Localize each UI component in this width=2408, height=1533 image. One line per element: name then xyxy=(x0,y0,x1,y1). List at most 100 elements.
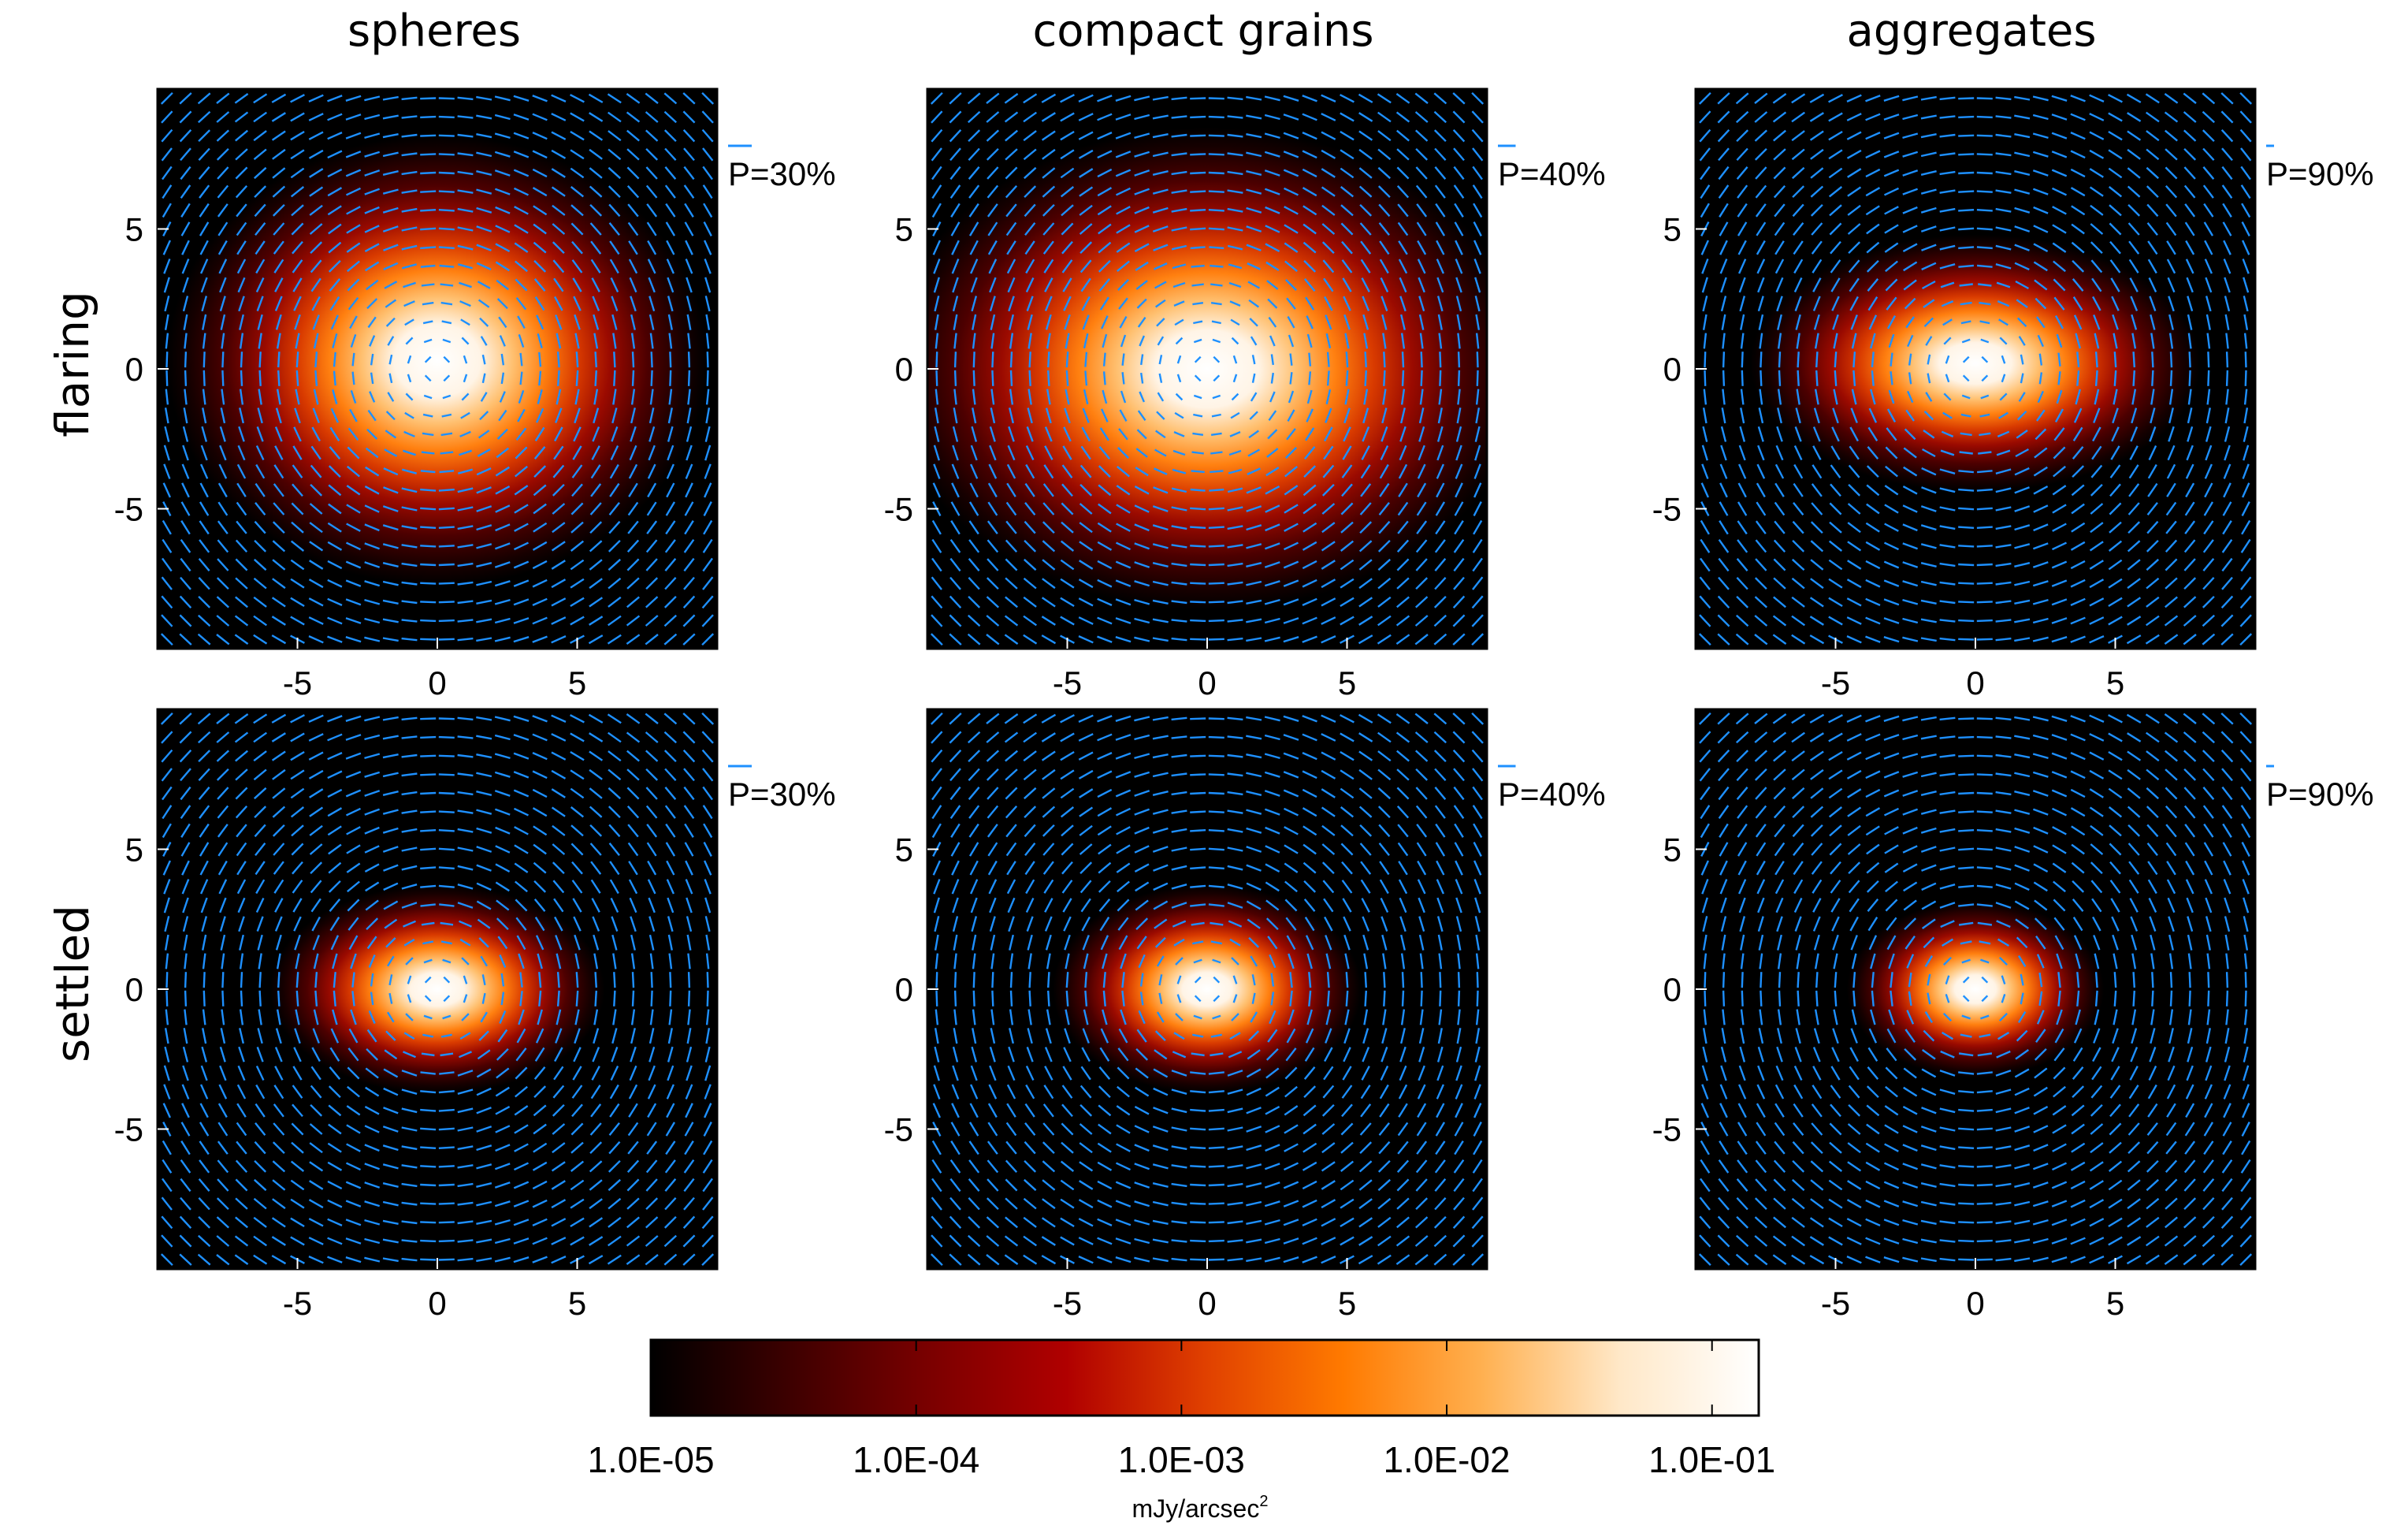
polarization-vector xyxy=(1078,131,1094,140)
polarization-vector xyxy=(590,259,601,273)
polarization-vector xyxy=(2014,524,2031,531)
polarization-vector xyxy=(1267,429,1278,440)
polarization-vector xyxy=(180,557,191,572)
polarization-vector xyxy=(1265,467,1280,477)
polarization-vector xyxy=(401,1107,418,1114)
polarization-vector xyxy=(1062,277,1072,292)
polarization-vector xyxy=(179,595,192,609)
polarization-vector xyxy=(1269,954,1276,969)
polarization-vector xyxy=(532,560,548,570)
polarization-vector xyxy=(1756,860,1766,876)
polarization-vector xyxy=(290,750,305,761)
polarization-vector xyxy=(1303,278,1316,292)
polarization-scale-label: P=40% xyxy=(1498,155,1606,192)
polarization-vector xyxy=(647,463,656,479)
polarization-vector xyxy=(968,539,980,553)
polarization-vector xyxy=(1717,595,1730,609)
polarization-vector xyxy=(2057,352,2061,367)
polarization-vector xyxy=(1810,806,1824,818)
polarization-vector xyxy=(1828,112,1843,122)
polarization-vector xyxy=(1414,750,1429,762)
polarization-vector xyxy=(1340,714,1354,724)
polarization-vector xyxy=(161,1234,173,1248)
polarization-vector xyxy=(1325,407,1332,423)
polarization-vector xyxy=(515,278,528,292)
polarization-vector xyxy=(613,990,616,1006)
polarization-vector xyxy=(201,426,208,442)
polarization-vector xyxy=(1791,787,1805,800)
polarization-vector xyxy=(424,355,432,363)
polarization-vector xyxy=(1158,974,1163,986)
polarization-vector xyxy=(386,1011,395,1023)
polarization-vector xyxy=(1063,296,1072,311)
polarization-vector xyxy=(163,1065,170,1081)
polarization-vector xyxy=(1152,1200,1169,1207)
polarization-vector xyxy=(1453,184,1465,199)
polarization-vector xyxy=(532,1180,548,1190)
polarization-vector xyxy=(1902,734,1919,741)
polarization-vector xyxy=(1028,972,1031,988)
polarization-vector xyxy=(533,259,547,273)
polarization-vector xyxy=(952,897,959,913)
polarization-vector xyxy=(1269,391,1276,403)
polarization-vector xyxy=(1902,1219,1919,1226)
polarization-vector xyxy=(1079,1142,1093,1154)
polarization-vector xyxy=(160,91,173,105)
polarization-vector xyxy=(570,750,585,761)
polarization-vector xyxy=(2164,634,2179,645)
polarization-vector xyxy=(347,446,360,460)
polarization-vector xyxy=(163,897,170,913)
polarization-vector xyxy=(683,557,695,572)
polarization-vector xyxy=(969,1103,979,1118)
polarization-vector xyxy=(217,860,228,876)
polarization-vector xyxy=(1904,1029,1916,1043)
polarization-vector xyxy=(1152,562,1169,567)
polarization-vector xyxy=(1098,259,1111,273)
polarization-vector xyxy=(1079,168,1094,178)
polarization-vector xyxy=(1247,918,1261,929)
polarization-vector xyxy=(1717,110,1730,124)
polarization-vector xyxy=(333,972,336,988)
polarization-vector xyxy=(1249,411,1258,420)
polarization-vector xyxy=(1321,522,1336,534)
polarization-vector xyxy=(2108,94,2123,103)
polarization-vector xyxy=(1342,1066,1352,1081)
polarization-vector xyxy=(1849,445,1860,460)
polarization-vector xyxy=(667,897,674,913)
polarization-vector xyxy=(420,717,437,720)
polarization-vector xyxy=(1158,373,1163,383)
polarization-vector xyxy=(1395,111,1410,123)
polarization-vector xyxy=(1321,1237,1336,1245)
polarization-vector xyxy=(519,972,523,988)
polarization-vector xyxy=(1341,861,1353,875)
polarization-vector xyxy=(2202,614,2216,627)
polarization-vector xyxy=(1134,523,1150,532)
polarization-vector xyxy=(1794,296,1802,312)
polarization-vector xyxy=(2070,168,2086,178)
polarization-vector xyxy=(629,445,637,461)
polarization-vector xyxy=(332,1009,338,1025)
polarization-vector xyxy=(1325,314,1332,330)
polarization-vector xyxy=(645,129,659,142)
polarization-vector xyxy=(1927,354,1931,365)
polarization-vector xyxy=(513,715,530,722)
polarization-vector xyxy=(345,579,362,587)
polarization-vector xyxy=(609,240,620,255)
polarization-vector xyxy=(1475,314,1481,330)
polarization-vector xyxy=(1269,1010,1276,1025)
polarization-vector xyxy=(238,1046,245,1062)
polarization-vector xyxy=(986,1216,1000,1229)
polarization-vector xyxy=(1920,827,1937,834)
polarization-vector xyxy=(1719,463,1728,479)
polarization-vector xyxy=(1760,352,1763,368)
polarization-vector xyxy=(457,244,474,251)
polarization-vector xyxy=(1286,297,1296,310)
polarization-vector xyxy=(1998,318,2009,326)
polarization-vector xyxy=(1886,427,1897,441)
polarization-vector xyxy=(668,1009,673,1025)
polarization-vector xyxy=(2051,541,2068,551)
polarization-vector xyxy=(1171,735,1187,739)
polarization-vector xyxy=(2072,296,2083,311)
polarization-vector xyxy=(666,259,674,274)
polarization-vector xyxy=(457,133,474,138)
